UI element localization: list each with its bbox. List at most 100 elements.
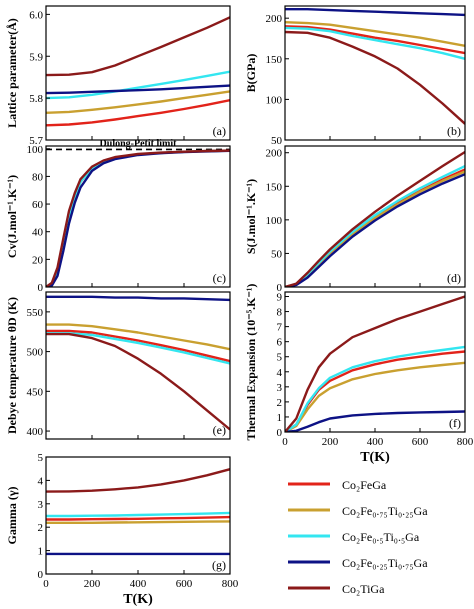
y-tick-label-c: 0 <box>38 282 44 294</box>
y-tick-label-d: 200 <box>266 148 283 160</box>
panel-tag-a: (a) <box>213 124 226 138</box>
y-tick-label-g: 4 <box>38 475 44 487</box>
y-tick-label-f: 4 <box>277 367 283 379</box>
legend-label-s2: Co₂Fe₀.₇₅Ti₀.₂₅Ga <box>342 504 428 518</box>
plot-frame-b <box>284 5 466 141</box>
y-tick-label-f: 3 <box>277 382 283 394</box>
series-line-f-s2 <box>285 361 465 432</box>
y-tick-label-f: 0 <box>277 427 283 439</box>
y-tick-label-c: 80 <box>32 171 44 183</box>
series-line-d-s5 <box>285 150 465 287</box>
y-tick-label-d: 50 <box>271 248 283 260</box>
series-line-b-s2 <box>285 21 465 47</box>
y-tick-label-e: 500 <box>27 347 44 359</box>
x-tick-label-g: 0 <box>43 578 49 590</box>
series-line-a-s2 <box>46 90 230 114</box>
series-line-e-s3 <box>46 332 230 365</box>
y-tick-label-f: 8 <box>277 307 283 319</box>
y-tick-label-b: 150 <box>266 54 283 66</box>
series-line-g-s5 <box>46 468 230 493</box>
y-tick-label-e: 550 <box>27 307 44 319</box>
series-line-b-s3 <box>285 26 465 60</box>
panel-a: 5.7 5.8 5.9 6.0 Lattice parameter(Å) (a) <box>5 5 231 147</box>
series-line-f-s4 <box>285 410 465 432</box>
series-line-c-s2 <box>46 149 230 287</box>
y-tick-label-c: 40 <box>32 227 44 239</box>
series-line-a-s3 <box>46 70 230 100</box>
y-tick-label-g: 1 <box>38 546 44 558</box>
x-tick-label-f: 800 <box>457 436 474 448</box>
series-line-a-s4 <box>46 84 230 95</box>
legend-label-s3: Co₂Fe₀.₅Ti₀.₅Ga <box>342 530 420 544</box>
plot-frame-e <box>45 291 231 440</box>
y-tick-label-a: 5.7 <box>29 135 43 147</box>
x-axis-label-f: T(K) <box>360 450 390 465</box>
y-axis-label-g: Gamma (γ) <box>5 487 19 545</box>
y-tick-label-f: 2 <box>277 397 283 409</box>
plot-frame-c <box>45 145 231 288</box>
x-tick-label-f: 600 <box>412 436 429 448</box>
series-line-f-s5 <box>285 295 465 432</box>
y-tick-label-f: 9 <box>277 292 283 304</box>
y-tick-label-d: 0 <box>277 282 283 294</box>
series-line-c-s5 <box>46 149 230 287</box>
x-axis-label-g: T(K) <box>123 592 153 607</box>
series-line-a-s1 <box>46 99 230 127</box>
y-tick-label-e: 450 <box>27 386 44 398</box>
y-axis-label-a: Lattice parameter(Å) <box>5 18 19 128</box>
x-tick-label-g: 200 <box>84 578 101 590</box>
series-line-g-s3 <box>46 511 230 518</box>
series-line-e-s1 <box>46 329 230 363</box>
y-axis-label-d: S(J.mol⁻¹.K⁻¹) <box>244 179 258 254</box>
y-tick-label-g: 3 <box>38 499 44 511</box>
series-line-b-s5 <box>285 30 465 125</box>
y-axis-label-b: B(GPa) <box>244 54 258 93</box>
series-line-e-s2 <box>46 323 230 351</box>
series-line-b-s4 <box>285 7 465 17</box>
y-tick-label-f: 5 <box>277 352 283 364</box>
x-tick-label-f: 0 <box>282 436 288 448</box>
x-tick-label-g: 800 <box>222 578 239 590</box>
panel-tag-b: (b) <box>447 124 461 138</box>
y-tick-label-f: 7 <box>277 322 283 334</box>
y-axis-label-e: Debye temperature θD (K) <box>5 297 19 434</box>
panel-tag-g: (g) <box>212 558 226 572</box>
series-line-c-s4 <box>46 149 230 287</box>
y-tick-label-a: 6.0 <box>29 9 43 21</box>
series-line-c-s3 <box>46 149 230 287</box>
y-tick-label-e: 400 <box>27 426 44 438</box>
panel-g: 0 1 2 3 4 5 0 200 400 600 800 T(K) Gamma (γ) (g) <box>5 452 239 607</box>
legend: Co₂FeGa Co₂Fe₀.₇₅Ti₀.₂₅Ga Co₂Fe₀.₅Ti₀.₅Ga C… <box>288 478 428 596</box>
y-tick-label-g: 0 <box>38 569 44 581</box>
y-axis-label-c: Cv(J.mol⁻¹.K⁻¹) <box>5 175 19 258</box>
panel-tag-c: (c) <box>213 271 226 285</box>
y-tick-label-b: 50 <box>271 135 283 147</box>
series-line-f-s1 <box>285 350 465 432</box>
series-line-f-s3 <box>285 345 465 432</box>
series-line-g-s2 <box>46 520 230 524</box>
series-line-d-s4 <box>285 173 465 287</box>
y-axis-label-f: Thermal Expansion (10⁻⁵.K⁻¹) <box>244 284 258 441</box>
y-tick-label-f: 1 <box>277 412 283 424</box>
x-tick-label-f: 200 <box>322 436 339 448</box>
series-line-e-s4 <box>46 295 230 302</box>
legend-label-s4: Co₂Fe₀.₂₅Ti₀.₇₅Ga <box>342 556 428 570</box>
series-line-e-s5 <box>46 332 230 431</box>
y-tick-label-f: 6 <box>277 337 283 349</box>
series-line-a-s5 <box>46 16 230 77</box>
panel-tag-e: (e) <box>213 423 226 437</box>
x-tick-label-f: 400 <box>367 436 384 448</box>
series-line-c-s1 <box>46 149 230 287</box>
series-line-b-s1 <box>285 25 465 55</box>
panel-tag-d: (d) <box>447 271 461 285</box>
y-tick-label-g: 5 <box>38 452 44 464</box>
panel-e: 400 450 500 550 Debye temperature θD (K) (e) <box>5 291 231 440</box>
y-tick-label-b: 100 <box>266 94 283 106</box>
y-tick-label-b: 200 <box>266 13 283 25</box>
panel-b: 50 100 150 200 B(GPa) (b) <box>244 5 466 147</box>
y-tick-label-a: 5.8 <box>29 93 43 105</box>
legend-label-s1: Co₂FeGa <box>342 478 387 492</box>
legend-label-s5: Co₂TiGa <box>342 582 385 596</box>
dulong-petit-label: Dulong-Petit limit <box>100 138 178 149</box>
